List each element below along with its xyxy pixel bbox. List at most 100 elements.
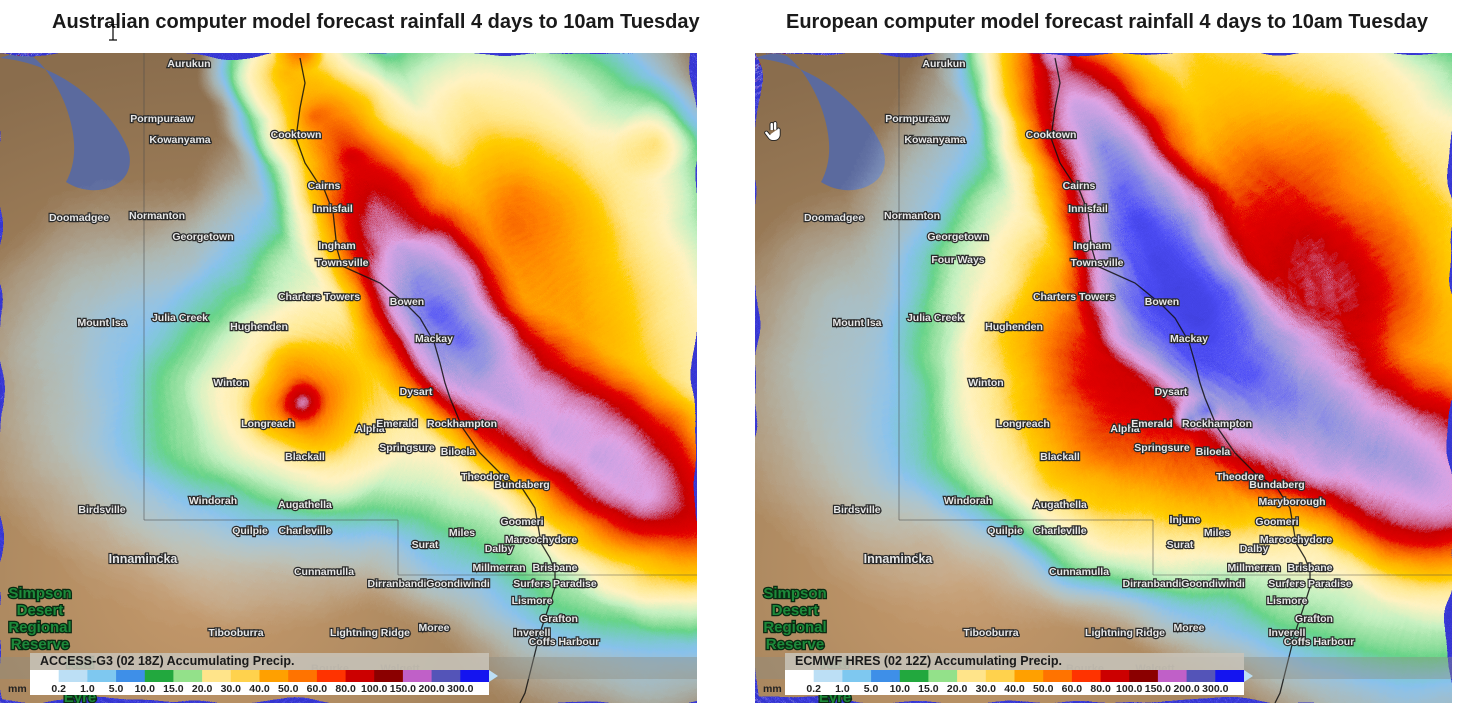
svg-text:Augathella: Augathella [1033, 499, 1087, 511]
svg-text:Simpson: Simpson [763, 585, 826, 602]
svg-text:Quilpie: Quilpie [232, 525, 268, 537]
svg-text:ECMWF HRES (02 12Z) Accumulati: ECMWF HRES (02 12Z) Accumulating Precip. [795, 654, 1062, 668]
svg-text:100.0: 100.0 [1116, 683, 1142, 695]
svg-text:Biloela: Biloela [441, 446, 476, 458]
svg-text:Goomeri: Goomeri [500, 516, 543, 528]
svg-text:Rockhampton: Rockhampton [427, 418, 497, 430]
svg-text:5.0: 5.0 [109, 683, 124, 695]
svg-text:Blackall: Blackall [1040, 451, 1080, 463]
svg-text:Surat: Surat [1167, 539, 1194, 551]
svg-text:Aurukun: Aurukun [167, 58, 210, 70]
svg-text:300.0: 300.0 [447, 683, 473, 695]
svg-text:80.0: 80.0 [1090, 683, 1111, 695]
svg-text:Maroochydore: Maroochydore [505, 534, 578, 546]
svg-text:Julia Creek: Julia Creek [152, 312, 208, 324]
svg-text:Grafton: Grafton [540, 613, 578, 625]
svg-text:Quilpie: Quilpie [987, 525, 1023, 537]
svg-text:Coffs Harbour: Coffs Harbour [1284, 636, 1355, 648]
svg-text:Townsville: Townsville [316, 257, 369, 269]
svg-text:Maryborough: Maryborough [1258, 496, 1325, 508]
svg-text:Millmerran: Millmerran [472, 562, 525, 574]
svg-text:Miles: Miles [449, 527, 475, 539]
svg-text:Julia Creek: Julia Creek [907, 312, 963, 324]
svg-text:Windorah: Windorah [189, 495, 237, 507]
svg-text:30.0: 30.0 [221, 683, 242, 695]
svg-text:Longreach: Longreach [996, 418, 1050, 430]
svg-text:Doomadgee: Doomadgee [804, 212, 864, 224]
svg-text:Innisfail: Innisfail [1068, 203, 1108, 215]
svg-text:Cooktown: Cooktown [271, 129, 322, 141]
svg-text:Charleville: Charleville [1033, 525, 1086, 537]
svg-text:Augathella: Augathella [278, 499, 332, 511]
svg-text:Cairns: Cairns [1063, 180, 1096, 192]
svg-text:10.0: 10.0 [135, 683, 156, 695]
svg-text:Dysart: Dysart [400, 386, 433, 398]
svg-text:10.0: 10.0 [890, 683, 911, 695]
svg-text:0.2: 0.2 [51, 683, 66, 695]
svg-text:Innamincka: Innamincka [864, 552, 934, 566]
svg-text:Bowen: Bowen [390, 296, 424, 308]
svg-text:Charters Towers: Charters Towers [278, 291, 360, 303]
svg-text:Mackay: Mackay [1170, 333, 1208, 345]
svg-text:Surfers Paradise: Surfers Paradise [1268, 578, 1352, 590]
svg-text:Injune: Injune [1170, 514, 1201, 526]
svg-text:5.0: 5.0 [864, 683, 879, 695]
svg-text:Cairns: Cairns [308, 180, 341, 192]
svg-text:Regional: Regional [763, 619, 826, 636]
svg-text:mm: mm [8, 683, 27, 695]
svg-text:Brisbane: Brisbane [1288, 562, 1333, 574]
svg-text:Dalby: Dalby [485, 543, 514, 555]
svg-text:Desert: Desert [17, 602, 64, 619]
svg-text:Townsville: Townsville [1071, 257, 1124, 269]
svg-text:Dirranbandi: Dirranbandi [368, 578, 427, 590]
svg-text:Charleville: Charleville [278, 525, 331, 537]
svg-text:Winton: Winton [968, 377, 1003, 389]
svg-text:Springsure: Springsure [1134, 442, 1190, 454]
svg-text:Hughenden: Hughenden [985, 321, 1043, 333]
svg-text:50.0: 50.0 [1033, 683, 1054, 695]
svg-text:30.0: 30.0 [976, 683, 997, 695]
svg-text:Bowen: Bowen [1145, 296, 1179, 308]
svg-text:15.0: 15.0 [918, 683, 939, 695]
svg-text:150.0: 150.0 [1145, 683, 1171, 695]
svg-text:Goondiwindi: Goondiwindi [1181, 578, 1245, 590]
svg-text:Cunnamulla: Cunnamulla [1049, 566, 1109, 578]
svg-text:300.0: 300.0 [1202, 683, 1228, 695]
svg-text:Hughenden: Hughenden [230, 321, 288, 333]
svg-text:Aurukun: Aurukun [922, 58, 965, 70]
svg-text:Miles: Miles [1204, 527, 1230, 539]
svg-text:15.0: 15.0 [163, 683, 184, 695]
svg-text:150.0: 150.0 [390, 683, 416, 695]
svg-text:Cooktown: Cooktown [1026, 129, 1077, 141]
svg-text:Dirranbandi: Dirranbandi [1123, 578, 1182, 590]
svg-text:20.0: 20.0 [192, 683, 213, 695]
svg-text:Goomeri: Goomeri [1255, 516, 1298, 528]
svg-text:Emerald: Emerald [1131, 418, 1172, 430]
svg-text:Blackall: Blackall [285, 451, 325, 463]
svg-text:Windorah: Windorah [944, 495, 992, 507]
svg-text:ACCESS-G3 (02 18Z) Accumulatin: ACCESS-G3 (02 18Z) Accumulating Precip. [40, 654, 294, 668]
svg-text:Lightning Ridge: Lightning Ridge [330, 627, 410, 639]
svg-text:Charters Towers: Charters Towers [1033, 291, 1115, 303]
svg-text:Surfers Paradise: Surfers Paradise [513, 578, 597, 590]
svg-text:Simpson: Simpson [8, 585, 71, 602]
svg-text:Emerald: Emerald [376, 418, 417, 430]
svg-text:Regional: Regional [8, 619, 71, 636]
svg-text:Lismore: Lismore [1267, 595, 1308, 607]
svg-text:Rockhampton: Rockhampton [1182, 418, 1252, 430]
svg-text:Theodore: Theodore [461, 471, 509, 483]
svg-text:Mount Isa: Mount Isa [78, 317, 127, 329]
svg-text:1.0: 1.0 [835, 683, 850, 695]
svg-text:60.0: 60.0 [1062, 683, 1083, 695]
svg-text:200.0: 200.0 [418, 683, 444, 695]
svg-text:Pormpuraaw: Pormpuraaw [130, 113, 194, 125]
svg-text:40.0: 40.0 [1004, 683, 1025, 695]
svg-text:Mount Isa: Mount Isa [833, 317, 882, 329]
svg-text:1.0: 1.0 [80, 683, 95, 695]
svg-text:Springsure: Springsure [379, 442, 435, 454]
svg-text:Doomadgee: Doomadgee [49, 212, 109, 224]
svg-text:Goondiwindi: Goondiwindi [426, 578, 490, 590]
svg-text:Coffs Harbour: Coffs Harbour [529, 636, 600, 648]
svg-text:Georgetown: Georgetown [172, 231, 233, 243]
svg-text:Tibooburra: Tibooburra [208, 627, 263, 639]
